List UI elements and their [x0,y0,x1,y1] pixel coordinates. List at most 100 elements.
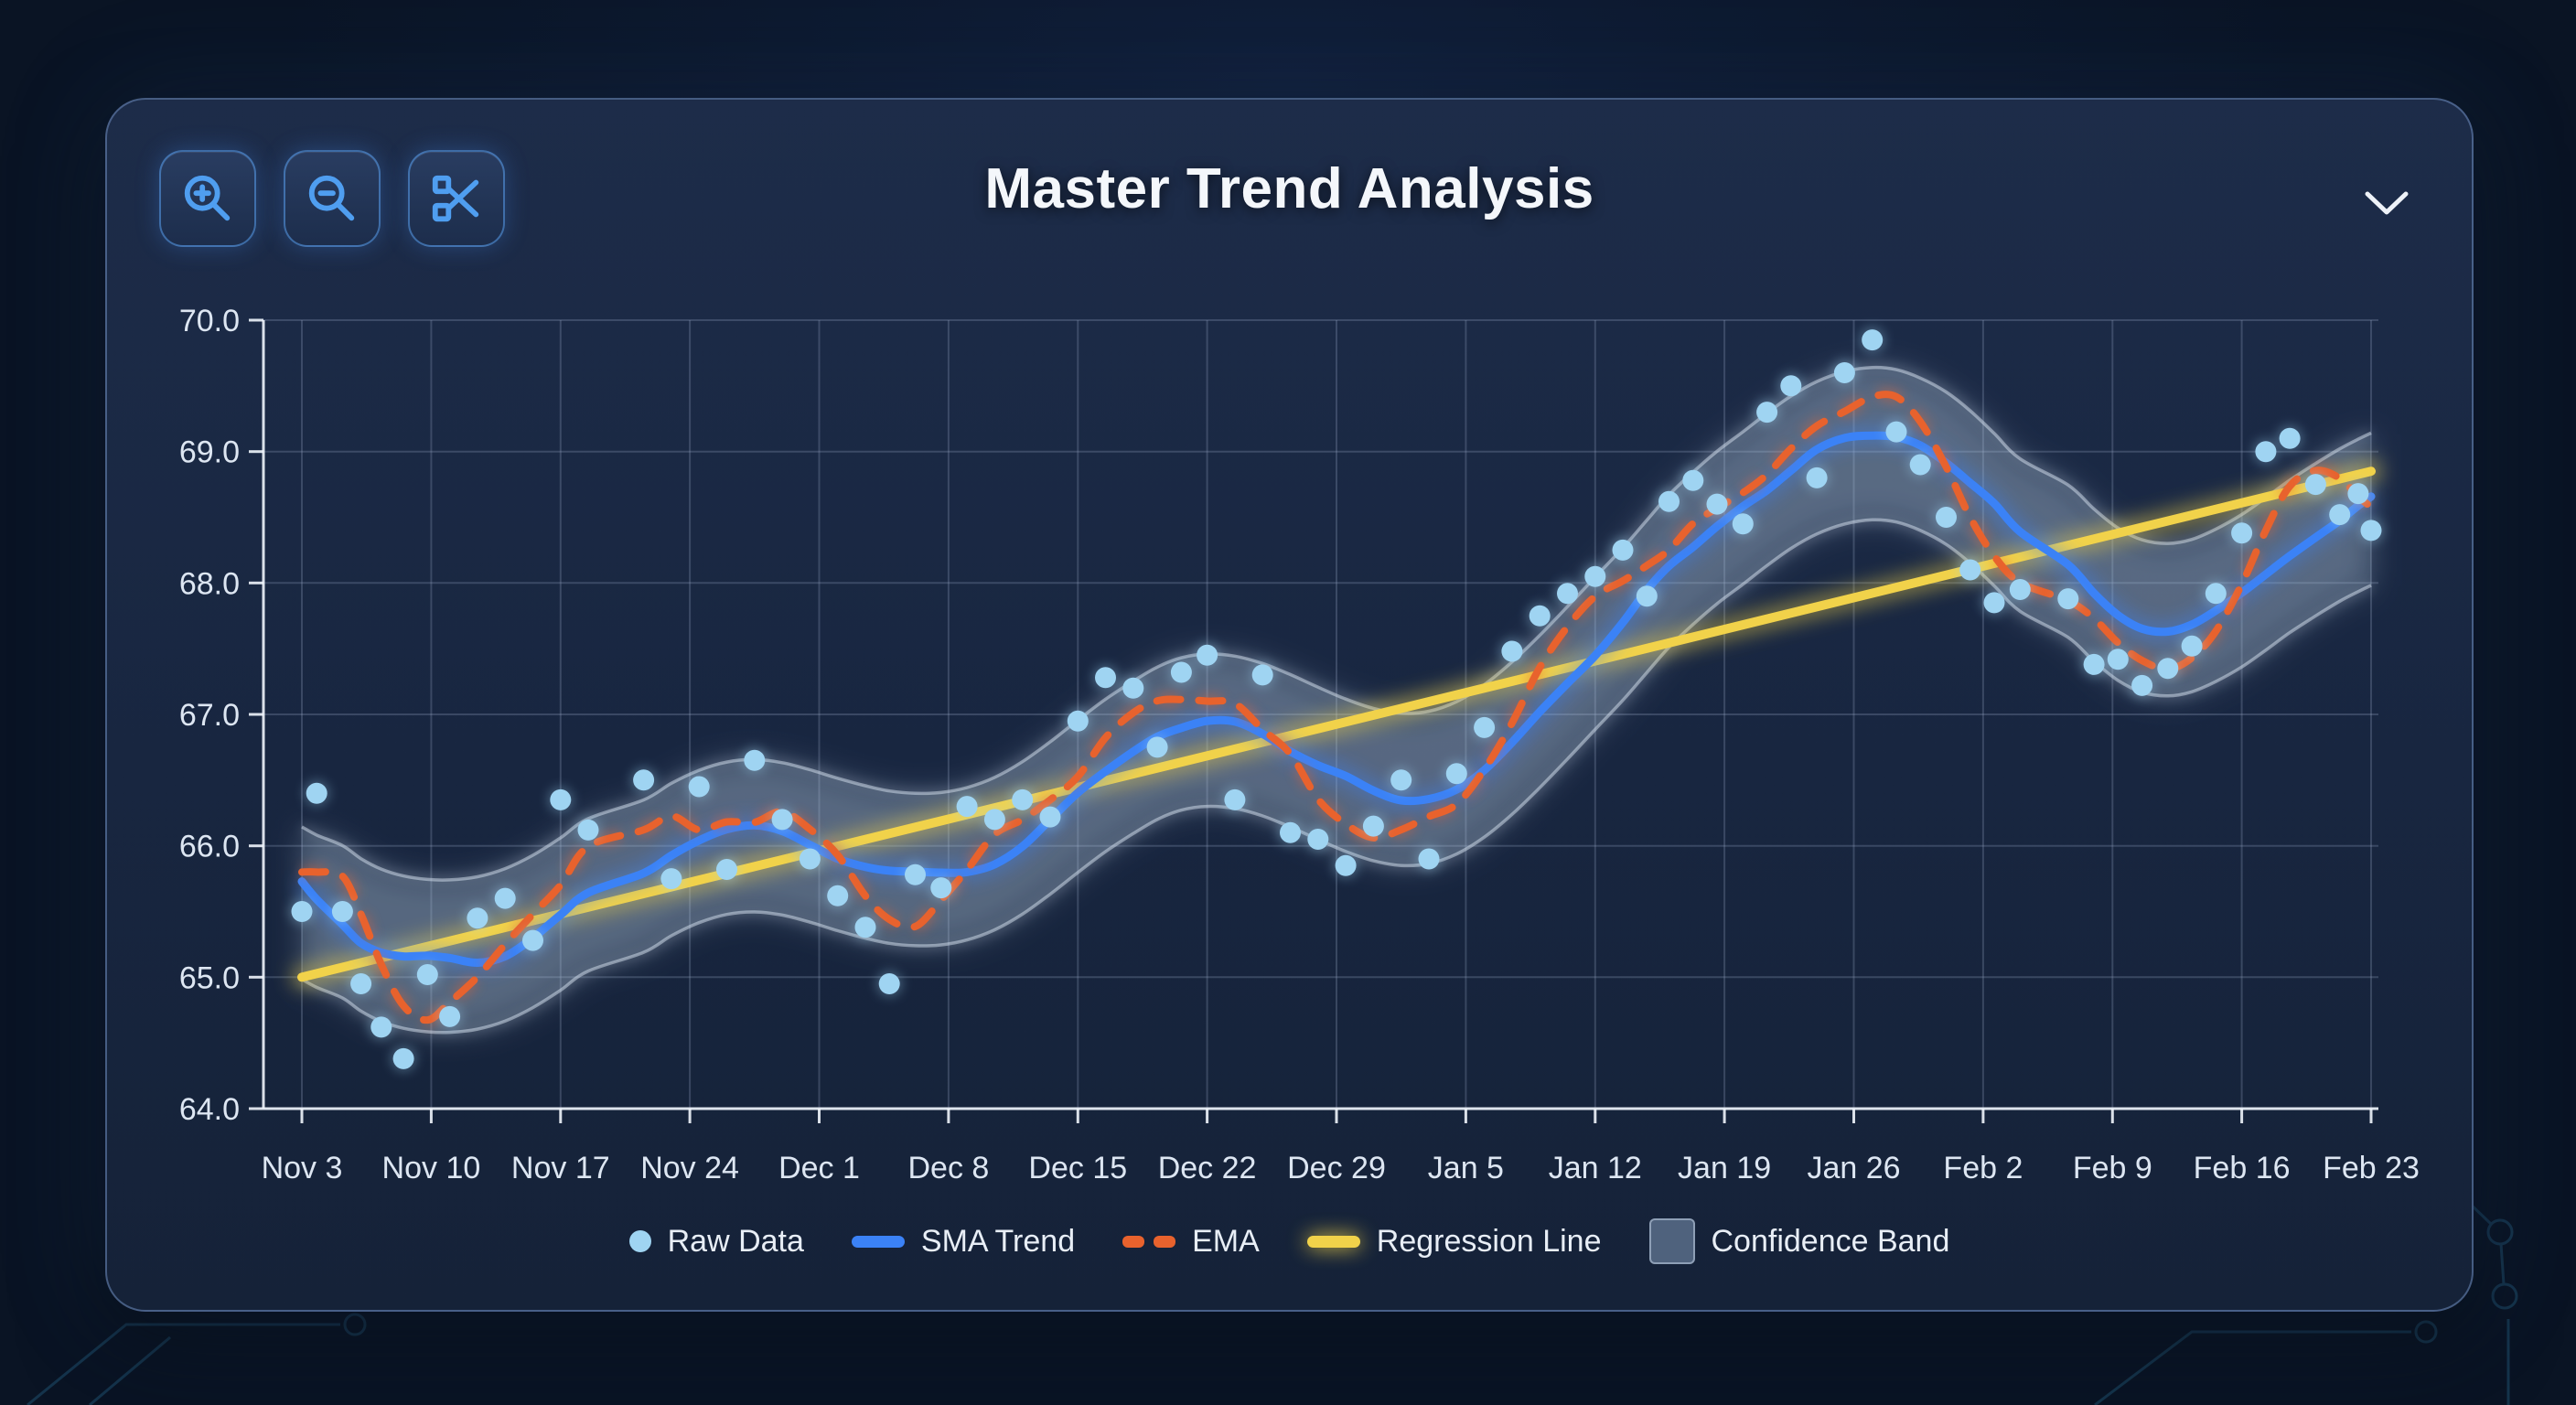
raw-data-point [799,848,821,870]
raw-data-point [1658,490,1680,512]
page-title: Master Trend Analysis [984,157,1594,220]
x-tick-label: Dec 8 [907,1151,989,1185]
raw-data-point [1584,565,1606,587]
x-tick-label: Feb 9 [2073,1151,2152,1185]
raw-data-point [1862,329,1884,351]
ema-swatch [1122,1235,1176,1248]
magnifier-minus-icon [308,175,355,221]
raw-data-point [1039,806,1061,828]
raw-data-point [370,1016,392,1038]
raw-data-point [2231,522,2253,544]
crop-button[interactable] [408,150,505,247]
confidence-band-edge [301,518,2372,1035]
raw-data-point [2057,588,2079,610]
x-tick-label: Jan 26 [1807,1151,1900,1185]
legend-label: Raw Data [667,1223,804,1259]
y-tick-label: 68.0 [179,566,240,601]
raw-data-point [1529,605,1551,627]
raw-data-point [2205,583,2227,605]
legend-item-raw-data[interactable]: Raw Data [628,1223,804,1260]
raw-data-point [2107,649,2129,670]
raw-data-point [331,901,353,922]
legend-item-sma-trend[interactable]: SMA Trend [851,1224,1075,1260]
raw-data-point [688,776,710,798]
x-tick-label: Dec 1 [778,1151,860,1185]
raw-data-point [392,1047,414,1069]
y-tick-label: 69.0 [179,435,240,470]
raw-data-swatch [628,1230,651,1252]
zoom-in-button[interactable] [159,150,256,247]
raw-data-point [1806,467,1828,488]
raw-data-point [1833,362,1855,383]
x-tick-label: Jan 12 [1549,1151,1642,1185]
raw-data-point [1682,469,1704,491]
raw-data-point [1362,815,1384,837]
raw-data-point [905,863,926,885]
y-tick-label: 64.0 [179,1092,240,1127]
raw-data-point [660,868,682,890]
raw-data-point [1636,585,1658,607]
x-tick-label: Feb 16 [2194,1151,2291,1185]
raw-data-point [983,809,1005,831]
regression-line-series [291,460,2382,989]
chart-toolbar [159,150,505,247]
raw-data-point [1224,788,1246,810]
raw-data-point [1780,375,1802,397]
raw-data-point [1909,454,1931,476]
legend-label: EMA [1192,1223,1260,1259]
collapse-button[interactable] [2355,178,2419,228]
chart-legend: Raw Data SMA Trend EMA Regression Line Confi… [107,1218,2472,1264]
x-tick-label: Jan 19 [1678,1151,1771,1185]
chevron-down-icon [2365,191,2409,215]
raw-data-point [1122,677,1144,699]
raw-data-point [1474,716,1496,738]
raw-data-point [854,917,876,938]
raw-data-point [633,769,655,791]
raw-data-point [1146,736,1168,758]
raw-data-point [2157,658,2179,680]
raw-data-point [2083,653,2105,675]
zoom-out-button[interactable] [284,150,381,247]
legend-label: Confidence Band [1711,1223,1950,1259]
raw-data-point [291,901,313,922]
confidence-band-edge [301,365,2372,882]
raw-data-point [2304,474,2326,496]
raw-data-point [1335,854,1357,876]
raw-data-point [2255,441,2277,463]
raw-data-point [744,749,766,771]
x-tick-label: Nov 10 [382,1151,481,1185]
raw-data-point [350,973,372,994]
legend-item-confidence-band[interactable]: Confidence Band [1648,1218,1950,1264]
legend-item-regression-line[interactable]: Regression Line [1306,1224,1602,1260]
raw-data-point [577,819,599,841]
raw-data-point [878,973,900,994]
raw-data-point [1612,539,1634,561]
legend-item-ema[interactable]: EMA [1122,1224,1260,1260]
raw-data-point [2009,579,2031,600]
x-tick-label: Feb 2 [1943,1151,2023,1185]
x-tick-label: Dec 22 [1158,1151,1257,1185]
raw-data-point [1885,421,1907,443]
raw-data-point [306,782,327,804]
y-tick-label: 70.0 [179,304,240,338]
raw-data-point [956,796,978,818]
raw-data-point [2131,674,2153,696]
raw-data-point [439,1005,461,1027]
raw-data-point [1959,559,1981,581]
magnifier-plus-icon [184,175,231,221]
sma-trend-swatch [851,1235,905,1248]
raw-data-point [1307,829,1329,850]
raw-data-point [1170,661,1192,683]
y-tick-label: 65.0 [179,960,240,995]
raw-data-point [494,887,516,909]
raw-data-point [930,877,952,899]
raw-data-point [1936,507,1957,528]
raw-data-point [416,964,438,985]
raw-data-point [1706,493,1728,515]
raw-data-point [2329,504,2351,526]
raw-data-point [2347,483,2369,505]
raw-data-point [1445,763,1467,785]
x-tick-label: Nov 17 [511,1151,610,1185]
